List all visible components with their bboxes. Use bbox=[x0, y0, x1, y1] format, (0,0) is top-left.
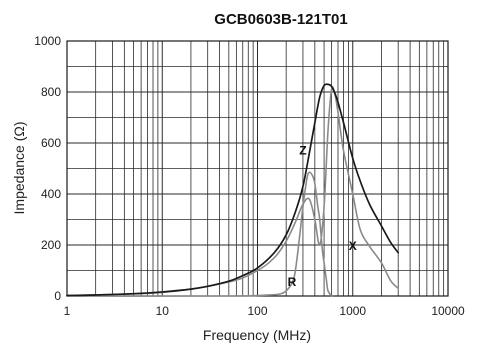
grid bbox=[67, 41, 448, 296]
y-axis-title: Impedance (Ω) bbox=[11, 122, 27, 215]
chart-title: GCB0603B-121T01 bbox=[214, 11, 347, 28]
curve-labels: Z X R bbox=[288, 143, 357, 288]
x-tick-label: 10 bbox=[156, 304, 170, 318]
y-tick-label: 800 bbox=[41, 85, 61, 99]
x-axis-title: Frequency (MHz) bbox=[203, 327, 311, 343]
y-tick-label: 400 bbox=[41, 187, 61, 201]
curve-label-z: Z bbox=[299, 143, 306, 157]
y-tick-label: 0 bbox=[54, 289, 61, 303]
x-tick-label: 1 bbox=[64, 304, 71, 318]
x-tick-label: 1000 bbox=[339, 304, 366, 318]
series-z-line bbox=[66, 83, 400, 297]
x-tick-label: 10000 bbox=[431, 304, 465, 318]
x-tick-label: 100 bbox=[247, 304, 267, 318]
series-r-line bbox=[66, 171, 333, 297]
curve-label-x: X bbox=[349, 239, 357, 253]
tick-labels: 1 10 100 1000 10000 0 200 400 600 800 1000 bbox=[34, 34, 465, 318]
series-x-line bbox=[66, 86, 399, 297]
y-tick-label: 600 bbox=[41, 136, 61, 150]
curve-label-r: R bbox=[288, 275, 297, 289]
series bbox=[66, 83, 400, 297]
y-tick-label: 1000 bbox=[34, 34, 61, 48]
y-tick-label: 200 bbox=[41, 238, 61, 252]
